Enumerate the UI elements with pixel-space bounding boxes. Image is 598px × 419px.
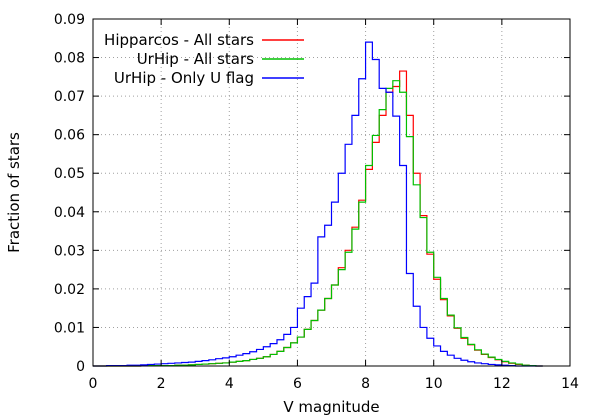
series-line-hipparcos-all-stars	[93, 70, 543, 367]
ticks: 0 2 4 6 8 10 12 14 0 0.01 0.02 0.03 0.04 0.05 0.06 0.07…	[54, 12, 579, 392]
y-tick-label: 0.09	[54, 12, 85, 28]
legend-label-hipparcos-all-stars: Hipparcos - All stars	[104, 31, 254, 49]
y-tick-label: 0.02	[54, 282, 85, 298]
y-tick-label: 0.08	[54, 51, 85, 67]
series-line-urhip-all-stars	[93, 80, 543, 367]
x-tick-label: 12	[493, 376, 511, 392]
series-line-urhip-only-u-flag	[93, 41, 543, 367]
series-lines	[93, 41, 543, 367]
y-tick-label: 0.05	[54, 166, 85, 182]
x-tick-label: 0	[89, 376, 98, 392]
y-tick-label: 0.04	[54, 205, 85, 221]
legend-label-urhip-only-u-flag: UrHip - Only U flag	[114, 69, 254, 87]
x-tick-label: 4	[225, 376, 234, 392]
x-tick-label: 6	[293, 376, 302, 392]
y-tick-label: 0.01	[54, 320, 85, 336]
x-axis-title: V magnitude	[283, 398, 379, 416]
x-tick-label: 2	[157, 376, 166, 392]
legend-label-urhip-all-stars: UrHip - All stars	[137, 50, 254, 68]
x-tick-label: 10	[425, 376, 443, 392]
y-tick-label: 0	[76, 359, 85, 375]
y-tick-label: 0.03	[54, 243, 85, 259]
x-tick-label: 14	[561, 376, 579, 392]
y-axis-title: Fraction of stars	[5, 132, 23, 253]
plot-frame	[92, 18, 571, 367]
y-tick-label: 0.07	[54, 89, 85, 105]
x-tick-label: 8	[361, 376, 370, 392]
y-tick-label: 0.06	[54, 128, 85, 144]
